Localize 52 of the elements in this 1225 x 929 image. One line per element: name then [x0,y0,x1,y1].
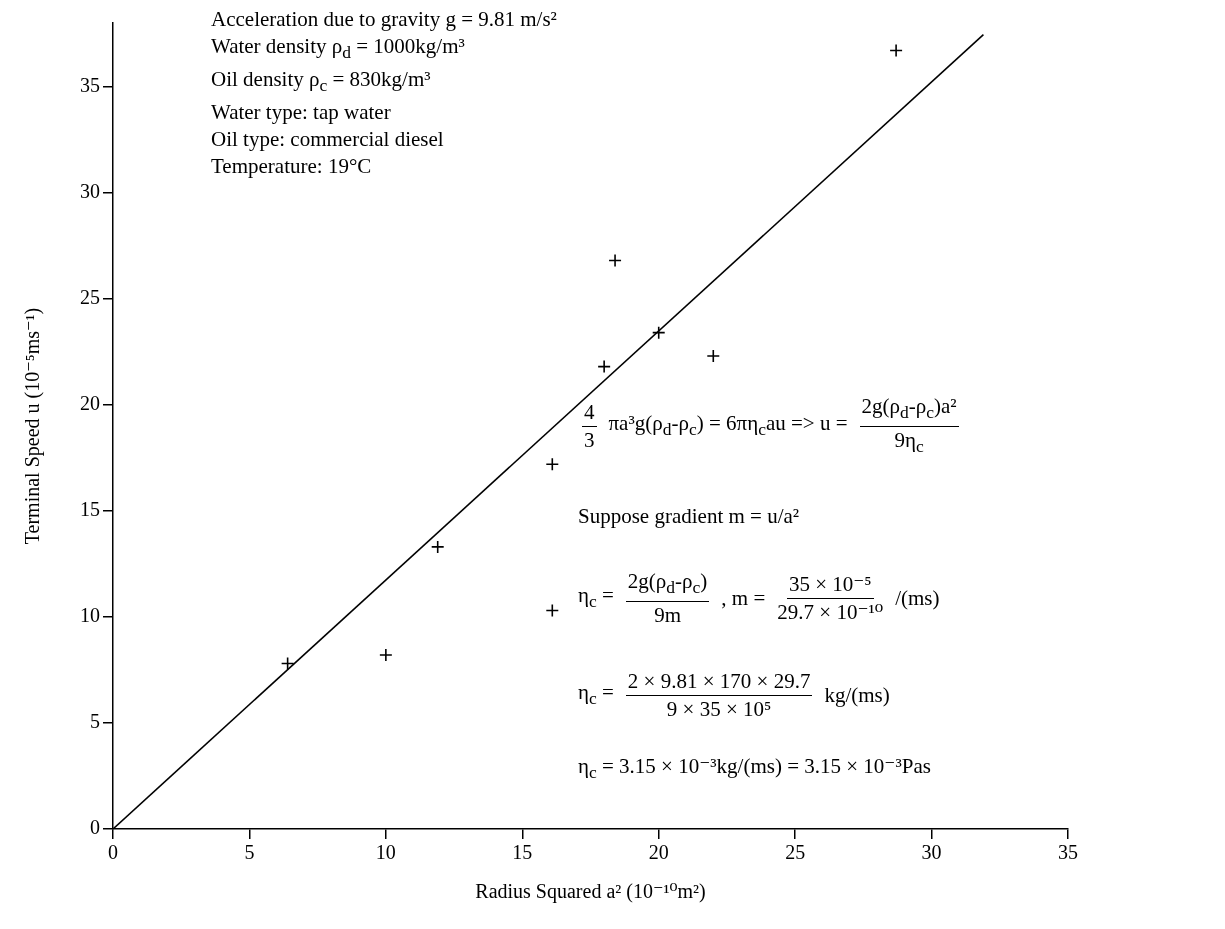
annotation: 9η$_{c}$ [894,427,924,459]
point [706,349,721,363]
point [379,648,393,662]
x-tick-label: 20 [648,841,669,864]
annotation: πa³g(ρ$_{d}$-ρ$_{c}$) = 6πη$_{c}$au => u = [608,410,848,442]
x-tick-label: 10 [375,841,396,864]
annotation: Water density ρ$_{d}$ = 1000kg/m³ [211,34,465,63]
point [430,540,445,554]
annotation: /(ms) [895,585,940,613]
x-tick-label: 30 [921,841,942,864]
annotation: 2g(ρ$_{d}$-ρ$_{c}$) [625,568,710,603]
x-tick-label: 25 [785,841,806,864]
y-tick-label: 20 [80,392,100,415]
x-tick-label: 15 [512,841,533,864]
annotation: 29.7 × 10⁻¹⁰ [777,599,884,627]
y-axis-title: Terminal Speed u (10⁻⁵ms⁻¹) [21,307,45,545]
point [545,603,560,618]
annotation: η$_{c}$ = 3.15 × 10⁻³kg/(ms) = 3.15 × 10⁻³Pas [578,753,931,785]
annotation: Temperature: 19°C [211,154,372,179]
annotation: Acceleration due to gravity g = 9.81 m/s² [211,7,557,31]
annotation: Oil density ρ$_{c}$ = 830kg/m³ [211,67,431,96]
annotation: 2g(ρ$_{d}$-ρ$_{c}$)a² [859,393,959,428]
annotation: 3 [584,427,595,455]
annotation: 35 × 10⁻⁵ [786,571,874,600]
y-tick-label: 15 [80,498,100,521]
y-tick-label: 5 [90,710,100,733]
y-tick-label: 25 [80,285,100,308]
y-tick-label: 35 [80,73,100,96]
point [597,359,611,374]
point [280,656,295,671]
annotation: 2 × 9.81 × 170 × 29.7 [625,668,813,696]
annotation: η$_{c}$ = [578,582,614,614]
x-tick-label: 0 [108,841,118,864]
point [608,253,622,268]
point [651,325,666,340]
annotation: 4 [582,399,597,428]
annotation: , m = [721,585,766,613]
annotation: Oil type: commercial diesel [211,127,444,152]
annotation: η$_{c}$ = [578,678,614,711]
point [545,457,560,471]
annotation: Suppose gradient m = u/a² [578,503,800,530]
annotation: kg/(ms) [824,682,890,709]
point [889,43,903,58]
annotation: 9m [654,602,682,630]
x-tick-label: 35 [1058,841,1078,864]
y-tick-label: 10 [80,604,100,627]
y-tick-label: 30 [80,179,100,202]
annotation: 9 × 35 × 10⁵ [666,696,772,723]
x-tick-label: 5 [244,841,255,864]
annotation: Water type: tap water [211,100,391,125]
x-axis-title: Radius Squared a² (10⁻¹⁰m²) [475,880,706,904]
y-tick-label: 0 [90,816,100,839]
